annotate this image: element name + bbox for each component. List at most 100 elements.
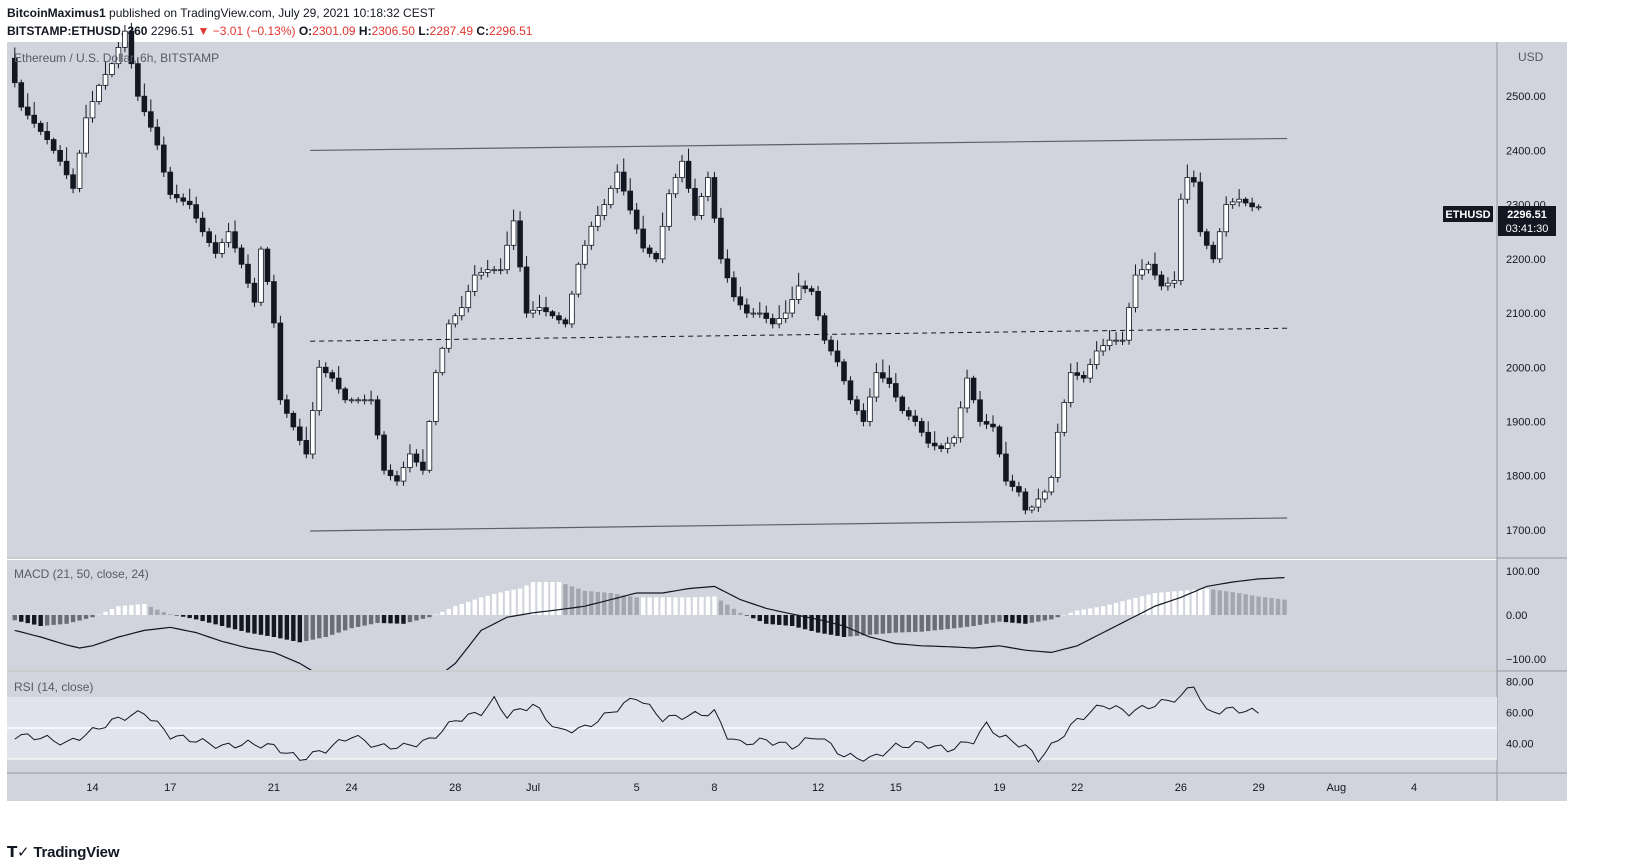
- candle-body: [1210, 244, 1217, 260]
- candle-body: [232, 231, 238, 249]
- macd-histogram-bar: [666, 597, 672, 615]
- candle-body: [1178, 198, 1184, 281]
- symbol-label: BITSTAMP:ETHUSD, 360: [7, 24, 148, 38]
- candle-body: [400, 467, 407, 482]
- macd-histogram-bar: [291, 615, 296, 641]
- macd-histogram-bar: [181, 615, 186, 617]
- candle-body: [102, 74, 109, 86]
- macd-histogram-bar: [1204, 588, 1209, 615]
- macd-histogram-bar: [83, 615, 89, 619]
- candle-body: [692, 187, 698, 216]
- time-tick-label: 4: [1411, 782, 1417, 794]
- rsi-pane-title: RSI (14, close): [14, 680, 93, 694]
- candle-body: [1035, 498, 1042, 508]
- macd-histogram-bar: [530, 582, 536, 615]
- candle-body: [109, 63, 115, 75]
- candle-body: [199, 217, 206, 233]
- candle-body: [309, 410, 316, 455]
- author-name[interactable]: BitcoinMaximus1: [7, 6, 106, 20]
- macd-histogram-bar: [12, 615, 17, 621]
- channel-lower-line: [310, 517, 1288, 532]
- macd-histogram-bar: [504, 590, 510, 615]
- candle-body: [394, 475, 400, 482]
- macd-histogram-bar: [718, 600, 724, 615]
- macd-histogram-bar: [1029, 615, 1035, 623]
- candle-body: [1197, 181, 1204, 233]
- high-label: H:: [358, 24, 372, 38]
- candle-body: [1242, 198, 1249, 204]
- candle-body: [718, 217, 724, 260]
- candle-body: [258, 248, 264, 303]
- time-tick-label: 19: [993, 782, 1005, 794]
- macd-histogram-bar: [375, 615, 380, 623]
- candle-body: [24, 106, 31, 116]
- macd-histogram-bar: [524, 585, 529, 615]
- last-price-badge: ETHUSD 2296.51 03:41:30: [1443, 206, 1556, 236]
- macd-histogram-bar: [64, 615, 69, 624]
- macd-layer: [12, 577, 1287, 670]
- low-label: L:: [418, 24, 430, 38]
- macd-histogram-bar: [725, 604, 730, 615]
- candle-body: [355, 399, 361, 402]
- macd-histogram-bar: [77, 615, 82, 621]
- price-axis-bg: [1497, 42, 1567, 801]
- candle-body: [141, 95, 148, 113]
- candle-body: [76, 152, 83, 189]
- candle-body: [446, 323, 452, 349]
- macd-histogram-bar: [407, 615, 413, 623]
- macd-histogram-bar: [770, 615, 775, 625]
- candle-body: [478, 271, 485, 276]
- candle-body: [873, 372, 880, 398]
- candle-body: [420, 461, 426, 471]
- candle-body: [821, 315, 828, 341]
- candle-body: [439, 347, 446, 374]
- macd-histogram-bar: [880, 615, 886, 634]
- macd-histogram-bar: [297, 615, 303, 643]
- channel-lines-layer: [310, 137, 1288, 532]
- macd-histogram-bar: [19, 615, 24, 622]
- candle-body: [1048, 477, 1055, 493]
- tradingview-logo-icon: 𝗧✓: [7, 844, 30, 861]
- candle-body: [491, 269, 497, 272]
- macd-histogram-bar: [1198, 589, 1203, 615]
- macd-histogram-bar: [1262, 597, 1268, 615]
- candle-body: [31, 114, 38, 124]
- macd-tick-label: 100.00: [1506, 566, 1540, 578]
- macd-histogram-bar: [200, 615, 205, 622]
- macd-histogram-bar: [945, 615, 950, 630]
- macd-histogram-bar: [414, 615, 419, 621]
- candle-body: [160, 144, 167, 173]
- candle-body: [640, 228, 646, 249]
- candle-body: [167, 171, 174, 195]
- macd-histogram-bar: [848, 615, 853, 637]
- candle-body: [1249, 202, 1255, 208]
- tradingview-logo[interactable]: 𝗧✓ TradingView: [7, 843, 119, 861]
- macd-histogram-bar: [1282, 599, 1287, 615]
- candle-body: [1171, 280, 1178, 284]
- candle-body: [1067, 372, 1074, 403]
- candle-body: [880, 372, 886, 379]
- macd-histogram-bar: [148, 606, 154, 615]
- macd-histogram-bar: [647, 597, 652, 615]
- macd-histogram-bar: [1178, 590, 1184, 615]
- time-tick-label: 24: [346, 782, 358, 794]
- macd-histogram-bar: [1172, 591, 1177, 615]
- macd-histogram-bar: [440, 611, 445, 615]
- price-tick-label: 2000.00: [1506, 362, 1546, 374]
- macd-histogram-bar: [815, 615, 821, 633]
- candle-body: [335, 377, 342, 390]
- candle-body: [18, 82, 25, 108]
- candle-body: [601, 204, 608, 216]
- candle-body: [841, 361, 847, 382]
- macd-histogram-bar: [550, 582, 555, 615]
- macd-histogram-bar: [1036, 615, 1041, 622]
- candle-body: [556, 315, 562, 321]
- candle-body: [497, 269, 504, 272]
- candle-body: [1022, 491, 1029, 511]
- price-pane-bg: [7, 42, 1497, 557]
- candle-body: [931, 442, 938, 447]
- macd-histogram-bar: [796, 615, 801, 628]
- macd-histogram-bar: [789, 615, 795, 626]
- macd-histogram-bar: [556, 582, 562, 615]
